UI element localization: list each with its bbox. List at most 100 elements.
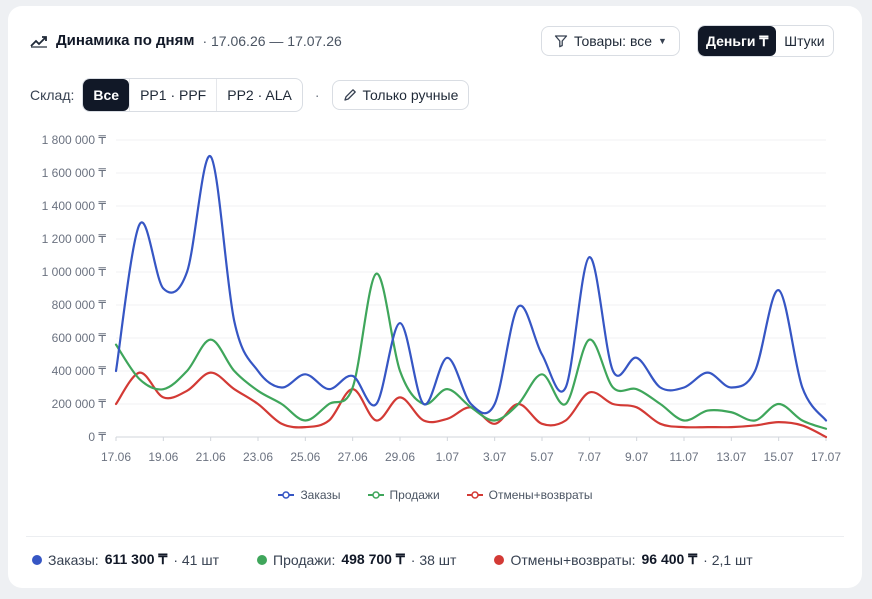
- dynamics-card: Динамика по дням · 17.06.26 — 17.07.26 Т…: [8, 6, 862, 588]
- data-point-orders: [588, 256, 590, 258]
- x-tick-label: 5.07: [530, 450, 554, 464]
- store-option-all[interactable]: Все: [83, 79, 130, 111]
- data-point-returns: [304, 426, 306, 428]
- legend-item-sales[interactable]: Продажи: [367, 488, 440, 502]
- data-point-sales: [541, 373, 543, 375]
- x-tick-label: 17.06: [101, 450, 131, 464]
- data-point-orders: [375, 403, 377, 405]
- data-point-sales: [115, 343, 117, 345]
- data-point-orders: [541, 353, 543, 355]
- data-point-returns: [683, 426, 685, 428]
- data-point-orders: [351, 375, 353, 377]
- filter-icon: [554, 35, 568, 48]
- x-tick-label: 7.07: [578, 450, 602, 464]
- legend-item-returns[interactable]: Отмены+возвраты: [466, 488, 593, 502]
- data-point-orders: [730, 386, 732, 388]
- data-point-orders: [422, 403, 424, 405]
- summary-sales-label: Продажи:: [273, 551, 336, 568]
- data-point-orders: [801, 386, 803, 388]
- series-line-sales: [114, 272, 828, 430]
- summary-sales-extra: · 38 шт: [410, 551, 457, 568]
- data-point-sales: [564, 403, 566, 405]
- data-point-orders: [564, 386, 566, 388]
- manual-only-label: Только ручные: [362, 87, 459, 103]
- line-chart: 0 ₸ 200 000 ₸ 400 000 ₸ 600 000 ₸ 800 000 ₸ 1…: [42, 133, 842, 464]
- data-point-orders: [635, 357, 637, 359]
- summary-returns-label: Отмены+возвраты:: [510, 551, 636, 568]
- data-point-orders: [328, 388, 330, 390]
- goods-filter-button[interactable]: Товары: все ▼: [541, 26, 680, 56]
- y-tick-label: 1 000 000 ₸: [42, 265, 107, 279]
- legend-item-orders[interactable]: Заказы: [277, 488, 341, 502]
- x-tick-label: 29.06: [385, 450, 415, 464]
- data-point-returns: [115, 403, 117, 405]
- mode-money-button[interactable]: Деньги ₸: [698, 26, 777, 56]
- data-point-orders: [257, 370, 259, 372]
- data-point-sales: [304, 419, 306, 421]
- chart-title: Динамика по дням: [56, 32, 195, 49]
- y-tick-label: 600 000 ₸: [52, 331, 107, 345]
- chart-legend: Заказы Продажи Отмены+возвраты: [8, 488, 862, 502]
- data-point-orders: [304, 373, 306, 375]
- data-point-orders: [138, 223, 140, 225]
- data-point-returns: [659, 423, 661, 425]
- card-header: Динамика по дням · 17.06.26 — 17.07.26: [30, 32, 342, 49]
- manual-only-button[interactable]: Только ручные: [331, 80, 470, 110]
- data-point-orders: [777, 289, 779, 291]
- mode-units-button[interactable]: Штуки: [784, 33, 825, 49]
- data-point-returns: [777, 421, 779, 423]
- data-point-sales: [209, 338, 211, 340]
- y-tick-label: 800 000 ₸: [52, 298, 107, 312]
- divider: [26, 536, 844, 537]
- data-point-orders: [186, 271, 188, 273]
- data-point-orders: [209, 155, 211, 157]
- data-point-orders: [280, 386, 282, 388]
- y-tick-label: 1 200 000 ₸: [42, 232, 107, 246]
- data-point-returns: [706, 426, 708, 428]
- y-tick-label: 1 800 000 ₸: [42, 133, 107, 147]
- data-point-returns: [233, 388, 235, 390]
- data-point-returns: [635, 406, 637, 408]
- returns-dot-icon: [494, 554, 505, 565]
- data-point-returns: [328, 419, 330, 421]
- data-point-orders: [470, 403, 472, 405]
- summary-orders-value: 611 300 ₸: [104, 551, 168, 567]
- data-point-orders: [706, 371, 708, 373]
- data-point-orders: [446, 357, 448, 359]
- mode-toggle: Деньги ₸ Штуки: [697, 25, 834, 57]
- data-point-orders: [115, 370, 117, 372]
- x-tick-label: 23.06: [243, 450, 273, 464]
- data-point-sales: [777, 403, 779, 405]
- data-point-returns: [209, 371, 211, 373]
- orders-dot-icon: [32, 554, 42, 565]
- y-tick-label: 1 600 000 ₸: [42, 166, 107, 180]
- summary-orders-extra: · 41 шт: [173, 551, 219, 568]
- store-segmented-control: Все PP1 · PPF PP2 · ALA: [82, 78, 303, 112]
- sales-dot-icon: [257, 554, 267, 565]
- summary-orders-label: Заказы:: [48, 551, 99, 568]
- store-option-pp2[interactable]: PP2 · ALA: [216, 79, 302, 111]
- trend-icon: [30, 35, 47, 48]
- data-point-orders: [233, 320, 235, 322]
- data-point-returns: [612, 403, 614, 405]
- series-line-orders: [114, 155, 828, 422]
- data-point-returns: [422, 419, 424, 421]
- legend-label-sales: Продажи: [389, 488, 440, 502]
- data-point-returns: [375, 419, 377, 421]
- data-point-returns: [825, 436, 827, 438]
- x-tick-label: 21.06: [196, 450, 226, 464]
- data-point-sales: [659, 403, 661, 405]
- data-point-sales: [351, 386, 353, 388]
- data-point-returns: [588, 391, 590, 393]
- y-tick-label: 400 000 ₸: [52, 364, 107, 378]
- data-point-orders: [612, 370, 614, 372]
- data-point-orders: [493, 403, 495, 405]
- legend-line-icon: [278, 491, 295, 499]
- store-option-pp1[interactable]: PP1 · PPF: [129, 79, 216, 111]
- data-point-returns: [280, 423, 282, 425]
- legend-line-icon: [466, 491, 483, 499]
- summary-row: Заказы: 611 300 ₸ · 41 шт Продажи: 498 7…: [32, 551, 753, 568]
- summary-returns-extra: · 2,1 шт: [703, 551, 753, 568]
- data-point-sales: [635, 388, 637, 390]
- x-tick-label: 17.07: [811, 450, 841, 464]
